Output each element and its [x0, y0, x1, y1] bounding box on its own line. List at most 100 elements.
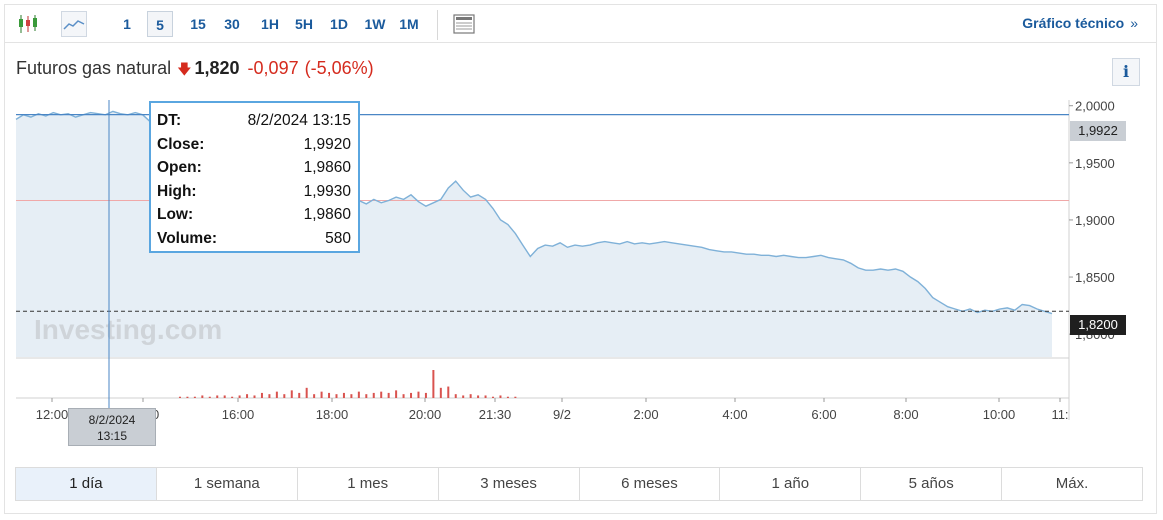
x-tick-label: 11: [1051, 407, 1068, 422]
interval-5h[interactable]: 5H [295, 16, 313, 32]
crosshair-tooltip: DT: 8/2/2024 13:15 Close: 1,9920 Open: 1,9860… [149, 101, 360, 253]
volume-bar [283, 394, 286, 398]
volume-bar [216, 395, 219, 398]
tooltip-value: 1,9920 [303, 135, 351, 153]
tooltip-row: DT: 8/2/2024 13:15 [157, 109, 351, 133]
volume-bar [506, 396, 509, 398]
interval-5[interactable]: 5 [147, 11, 173, 37]
info-icon[interactable]: i [1112, 58, 1140, 86]
volume-bar [290, 390, 293, 398]
x-tick-label: 2:00 [633, 407, 658, 422]
tooltip-row: Close: 1,9920 [157, 133, 351, 157]
tooltip-key: Close: [157, 135, 205, 153]
range-button[interactable]: 5 años [861, 468, 1003, 500]
y-tick-label: 1,8500 [1075, 270, 1115, 285]
x-tick-label: 18:00 [316, 407, 349, 422]
table-icon[interactable] [451, 11, 477, 37]
range-button[interactable]: 3 meses [439, 468, 580, 500]
volume-bar [395, 390, 398, 398]
crosshair-time: 13:15 [96, 429, 128, 443]
series-area [16, 111, 1052, 358]
tooltip-key: DT: [157, 112, 182, 129]
last-price: 1,820 [194, 58, 240, 78]
volume-bar [178, 396, 181, 398]
interval-30[interactable]: 30 [224, 16, 240, 32]
volume-bar [238, 395, 241, 398]
tooltip-key: High: [157, 182, 197, 200]
range-button[interactable]: 1 año [720, 468, 862, 500]
volume-bar [447, 386, 450, 398]
volume-bar [439, 387, 442, 398]
x-tick-label: 20:00 [409, 407, 442, 422]
volume-bar [335, 394, 338, 398]
volume-bar [410, 392, 413, 398]
instrument-title: Futuros gas natural [16, 58, 172, 78]
watermark-logo: Investing.com [34, 314, 222, 345]
tooltip-row: High: 1,9930 [157, 180, 351, 204]
interval-15[interactable]: 15 [190, 16, 206, 32]
double-chevron-right-icon: » [1130, 15, 1138, 31]
price-change: -0,097 [247, 58, 299, 78]
volume-bar [231, 396, 234, 398]
volume-bar [246, 394, 249, 398]
chart-toolbar: 1 5 15 30 1H 5H 1D 1W 1M Gráfico técnico » [5, 5, 1156, 43]
volume-bar [320, 391, 323, 398]
technical-chart-link[interactable]: Gráfico técnico » [1022, 15, 1138, 31]
x-tick-label: 21:30 [479, 407, 512, 422]
x-tick-label: 9/2 [553, 407, 571, 422]
tooltip-key: Open: [157, 159, 202, 176]
volume-bar [193, 396, 196, 398]
x-tick-label: 4:00 [722, 407, 747, 422]
volume-bar [365, 394, 368, 398]
volume-bar [417, 391, 420, 398]
last-price-label: 1,8200 [1070, 315, 1126, 335]
volume-bar [432, 370, 435, 398]
line-chart-icon[interactable] [61, 11, 87, 37]
volume-bar [499, 395, 502, 398]
range-button[interactable]: 6 meses [580, 468, 721, 500]
crosshair-y-label: 1,9922 [1070, 121, 1126, 141]
volume-bar [253, 395, 256, 398]
interval-1h[interactable]: 1H [261, 16, 279, 32]
x-tick-label: 10:00 [983, 407, 1016, 422]
volume-bar [477, 395, 480, 398]
volume-bar [208, 396, 211, 398]
volume-bar [380, 391, 383, 398]
volume-bar [492, 396, 495, 398]
time-range-selector: 1 día 1 semana 1 mes 3 meses 6 meses 1 año 5 a… [15, 467, 1143, 501]
volume-bar [298, 392, 301, 398]
volume-bar [357, 391, 360, 398]
candlestick-icon[interactable] [15, 11, 41, 37]
tooltip-value: 1,9860 [303, 206, 351, 223]
tooltip-key: Volume: [157, 229, 217, 247]
volume-bar [275, 391, 278, 398]
y-tick-label: 1,9000 [1075, 213, 1115, 228]
tooltip-row: Low: 1,9860 [157, 203, 351, 227]
interval-1[interactable]: 1 [123, 16, 131, 32]
volume-bar [424, 392, 427, 398]
price-change-percent: (-5,06%) [304, 58, 374, 78]
range-button[interactable]: 1 semana [157, 468, 298, 500]
tooltip-row: Open: 1,9860 [157, 156, 351, 180]
interval-1d[interactable]: 1D [330, 16, 348, 32]
crosshair-x-label: 8/2/2024 13:15 [68, 408, 156, 446]
volume-bar [514, 396, 517, 398]
tooltip-value: 1,9860 [303, 159, 351, 176]
interval-1w[interactable]: 1W [364, 16, 386, 32]
volume-bar [201, 395, 204, 398]
range-button[interactable]: Máx. [1055, 475, 1089, 492]
x-tick-label: 8:00 [893, 407, 918, 422]
interval-1m[interactable]: 1M [399, 16, 419, 32]
range-button[interactable]: 1 día [16, 468, 157, 500]
volume-bar [387, 392, 390, 398]
volume-bar [305, 387, 308, 398]
tooltip-value: 580 [325, 229, 351, 247]
volume-bar [372, 392, 375, 398]
range-button[interactable]: 1 mes [298, 468, 439, 500]
volume-bar [223, 395, 226, 398]
tooltip-value: 8/2/2024 13:15 [247, 112, 351, 129]
tooltip-value: 1,9930 [303, 182, 351, 200]
x-tick-label: 12:00 [36, 407, 69, 422]
tooltip-key: Low: [157, 206, 194, 223]
